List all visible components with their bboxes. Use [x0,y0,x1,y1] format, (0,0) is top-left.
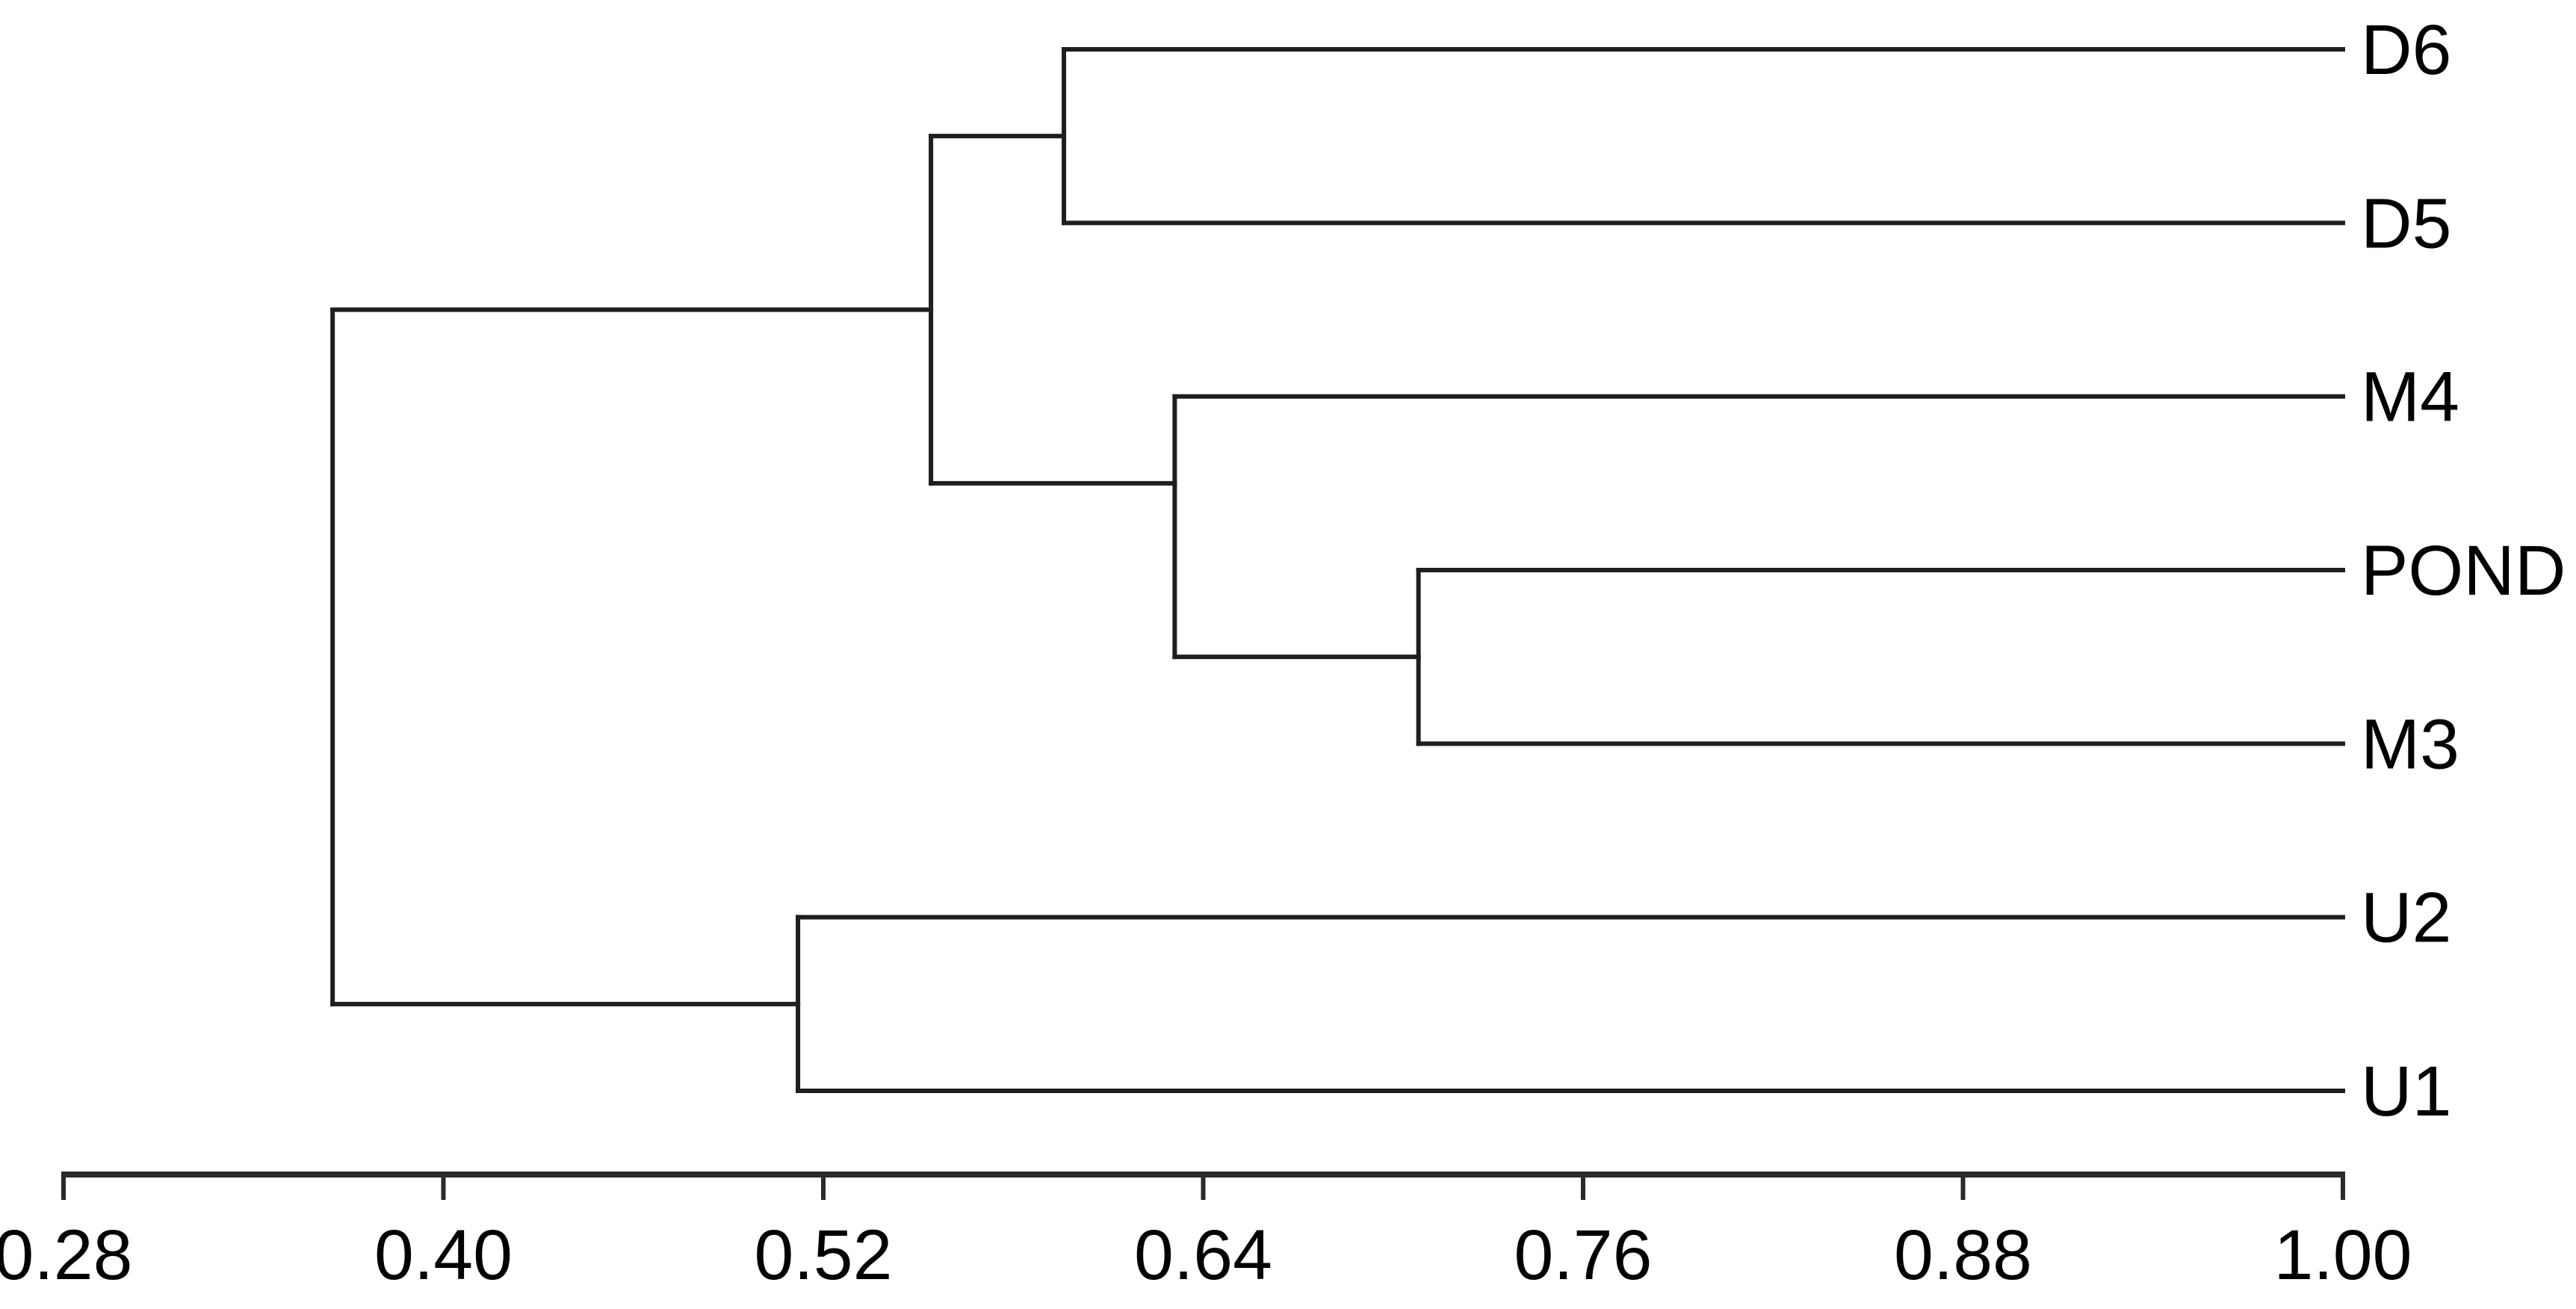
axis-tick-label-4: 0.76 [1514,1216,1653,1295]
leaf-label-u1: U1 [2361,1052,2451,1131]
axis-tick-label-5: 0.88 [1894,1216,2032,1295]
axis-tick-label-3: 0.64 [1134,1216,1272,1295]
axis-tick-label-6: 1.00 [2274,1216,2412,1295]
leaf-label-d5: D5 [2361,184,2451,263]
similarity-axis [61,1172,2345,1200]
leaf-labels: D6 D5 M4 POND M3 U2 U1 [2361,10,2566,1131]
axis-tick-label-2: 0.52 [755,1216,893,1295]
leaf-label-m4: M4 [2361,358,2459,437]
leaf-label-m3: M3 [2361,705,2459,784]
axis-tick-label-0: 0.28 [0,1216,132,1295]
axis-tick-label-1: 0.40 [374,1216,513,1295]
leaf-label-pond: POND [2361,531,2566,610]
leaf-label-d6: D6 [2361,10,2451,90]
dendrogram-branches [330,47,2345,1093]
axis-tick-labels: 0.28 0.40 0.52 0.64 0.76 0.88 1.00 [0,1216,2412,1295]
leaf-label-u2: U2 [2361,879,2451,958]
